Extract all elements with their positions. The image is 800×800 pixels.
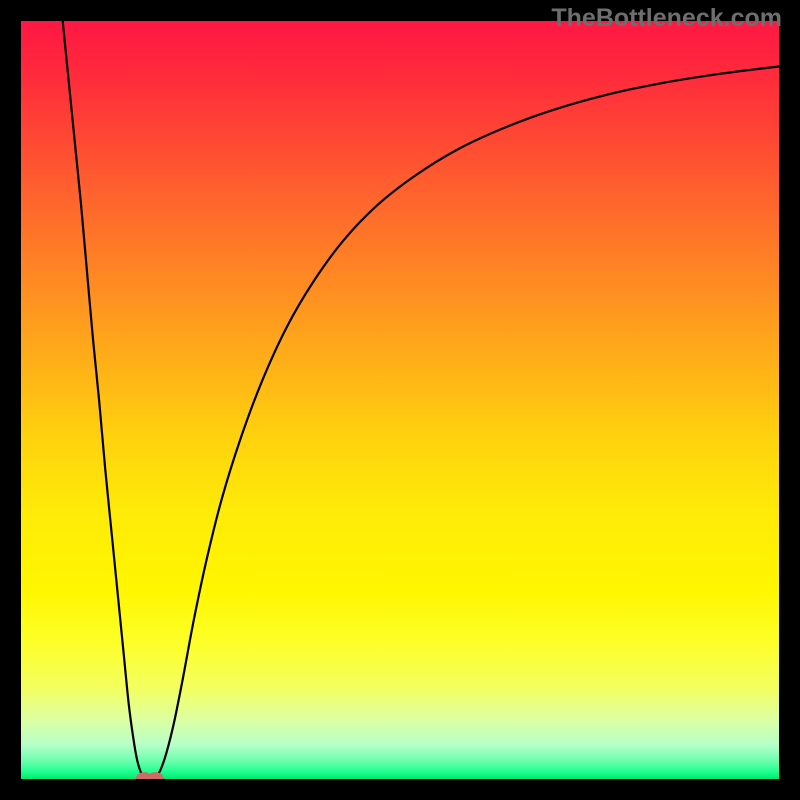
bottleneck-chart: TheBottleneck.com [0,0,800,800]
watermark-text: TheBottleneck.com [551,4,782,33]
chart-svg [0,0,800,800]
